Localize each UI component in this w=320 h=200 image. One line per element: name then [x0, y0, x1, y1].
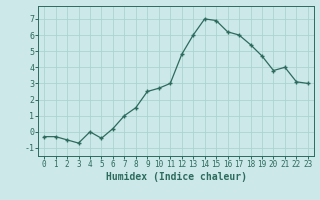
X-axis label: Humidex (Indice chaleur): Humidex (Indice chaleur) [106, 172, 246, 182]
